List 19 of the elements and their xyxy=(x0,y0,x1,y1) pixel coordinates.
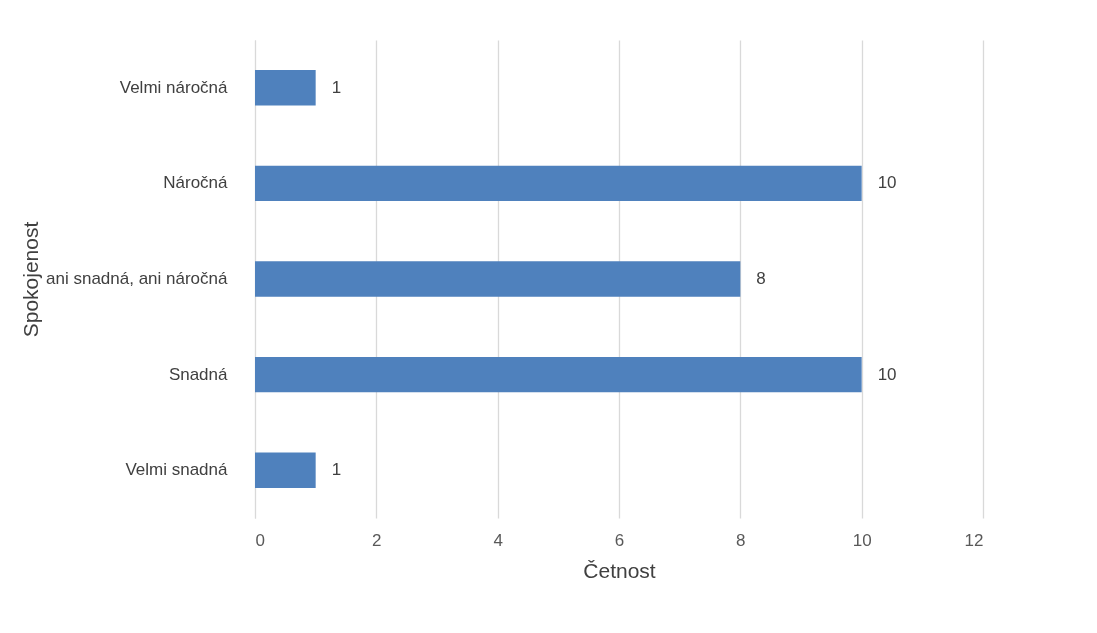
data-label: 8 xyxy=(756,269,766,288)
data-label: 1 xyxy=(331,77,342,97)
x-tick-label: 10 xyxy=(852,530,872,550)
x-tick-label: 12 xyxy=(964,530,984,550)
x-axis-title: Četnost xyxy=(583,558,656,582)
y-tick-label: Snadná xyxy=(168,364,229,384)
y-tick-label: Velmi snadná xyxy=(125,460,229,480)
x-tick-label: 6 xyxy=(614,530,625,550)
data-label: 10 xyxy=(877,364,897,384)
data-label: 1 xyxy=(331,460,342,480)
data-label: 10 xyxy=(877,173,897,193)
y-axis-title: Spokojenost xyxy=(18,221,42,338)
y-tick-label: Velmi náročná xyxy=(119,77,229,97)
x-tick-label: 0 xyxy=(255,530,265,550)
x-tick-label: 8 xyxy=(736,530,746,550)
x-tick-label: 4 xyxy=(493,530,503,550)
x-tick-label: 2 xyxy=(372,530,382,550)
y-tick-label: ani snadná, ani náročná xyxy=(46,269,229,288)
y-tick-label: Náročná xyxy=(163,173,229,193)
